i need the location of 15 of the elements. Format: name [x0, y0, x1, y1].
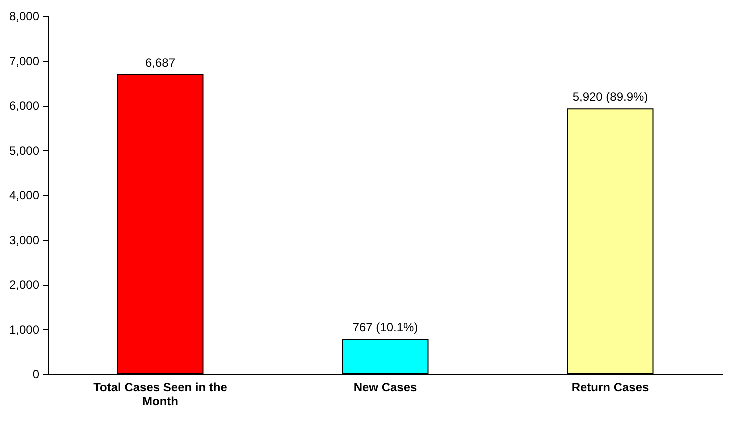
data-label: 767 (10.1%) — [352, 320, 418, 335]
x-tick-label: Return Cases — [572, 380, 650, 394]
y-tick-label: 7,000 — [9, 54, 40, 68]
y-tick-label: 0 — [32, 368, 40, 382]
data-label: 5,920 (89.9%) — [572, 90, 648, 104]
y-tick-label: 1,000 — [9, 322, 40, 337]
y-tick-label: 3,000 — [9, 233, 40, 248]
y-tick-label: 5,000 — [9, 144, 40, 158]
y-tick-label: 2,000 — [9, 278, 40, 292]
x-tick-label: Total Cases Seen in the Month — [94, 380, 228, 408]
x-tick-label: New Cases — [354, 380, 418, 394]
y-tick-label: 8,000 — [9, 10, 40, 24]
data-label: 6,687 — [145, 56, 176, 70]
y-tick-label: 4,000 — [9, 188, 40, 202]
y-tick-label: 6,000 — [9, 99, 40, 113]
